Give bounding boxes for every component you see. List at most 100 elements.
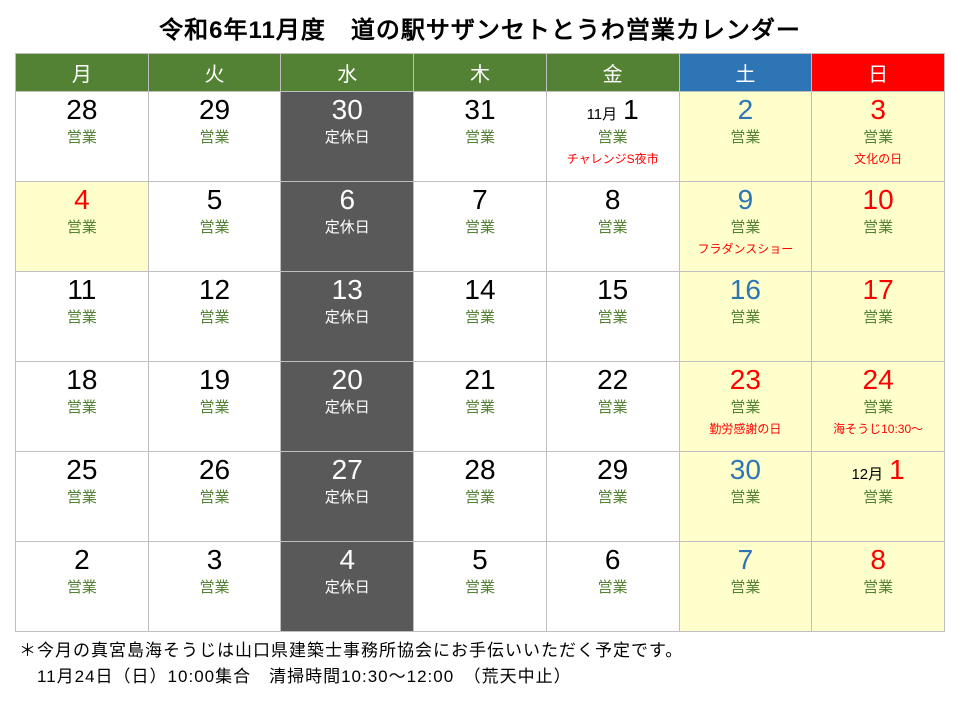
- calendar-cell: 2 営業: [16, 542, 149, 632]
- calendar-cell: 30 定休日: [281, 92, 414, 182]
- status-label: 営業: [465, 220, 495, 235]
- footer-line-1: ＊今月の真宮島海そうじは山口県建築士事務所協会にお手伝いいただく予定です。: [19, 638, 945, 664]
- status-label: 営業: [598, 310, 628, 325]
- day-number: 19: [199, 366, 230, 394]
- weekday-header: 木: [414, 54, 547, 92]
- status-label: 営業: [863, 220, 893, 235]
- calendar-cell: 4定休日: [281, 542, 414, 632]
- day-number: 17: [863, 276, 894, 304]
- calendar-cell: 31 営業: [414, 92, 547, 182]
- calendar-cell: 19 営業: [148, 362, 281, 452]
- day-number: 29: [199, 96, 230, 124]
- status-label: 営業: [598, 130, 628, 145]
- event-note: 海そうじ10:30～: [833, 423, 923, 436]
- status-label: 定休日: [325, 490, 370, 505]
- calendar-cell: 29営業: [546, 452, 679, 542]
- calendar-title: 令和6年11月度 道の駅サザンセトとうわ営業カレンダー: [15, 10, 945, 45]
- status-label: 営業: [730, 580, 760, 595]
- calendar-cell: 8営業: [546, 182, 679, 272]
- day-number: 1: [889, 456, 905, 484]
- status-label: 定休日: [325, 130, 370, 145]
- status-label: 営業: [67, 220, 97, 235]
- day-number: 30: [332, 96, 363, 124]
- status-label: 営業: [730, 310, 760, 325]
- day-number: 31: [464, 96, 495, 124]
- status-label: 営業: [200, 400, 230, 415]
- day-number: 20: [332, 366, 363, 394]
- status-label: 営業: [465, 580, 495, 595]
- calendar-cell: 7営業: [679, 542, 812, 632]
- weekday-header: 月: [16, 54, 149, 92]
- day-number: 16: [730, 276, 761, 304]
- calendar-cell: 2 営業: [679, 92, 812, 182]
- status-label: 営業: [598, 220, 628, 235]
- status-label: 営業: [598, 400, 628, 415]
- day-number: 11: [67, 276, 96, 304]
- status-label: 営業: [67, 580, 97, 595]
- calendar-cell: 28営業: [414, 452, 547, 542]
- status-label: 営業: [465, 400, 495, 415]
- day-number: 2: [74, 546, 90, 574]
- day-number: 26: [199, 456, 230, 484]
- calendar-cell: 18 営業: [16, 362, 149, 452]
- day-number: 14: [464, 276, 495, 304]
- calendar-cell: 20 定休日: [281, 362, 414, 452]
- calendar-cell: 5営業: [148, 182, 281, 272]
- day-number: 6: [339, 186, 355, 214]
- status-label: 定休日: [325, 220, 370, 235]
- calendar-cell: 28営業: [16, 92, 149, 182]
- event-note: 文化の日: [854, 153, 902, 166]
- status-label: 営業: [730, 400, 760, 415]
- month-label: 11月: [587, 107, 618, 122]
- weekday-header: 金: [546, 54, 679, 92]
- calendar-cell: 13定休日: [281, 272, 414, 362]
- day-number: 3: [870, 96, 886, 124]
- calendar-cell: 29営業: [148, 92, 281, 182]
- day-number: 1: [623, 96, 639, 124]
- day-number: 7: [472, 186, 488, 214]
- status-label: 営業: [730, 490, 760, 505]
- footer-line-2: 11月24日（日）10:00集合 清掃時間10:30～12:00 （荒天中止）: [19, 664, 945, 690]
- calendar-cell: 11月 1 営業チャレンジS夜市: [546, 92, 679, 182]
- status-label: 定休日: [325, 400, 370, 415]
- weekday-header: 日: [812, 54, 945, 92]
- day-number: 23: [730, 366, 761, 394]
- footer-note: ＊今月の真宮島海そうじは山口県建築士事務所協会にお手伝いいただく予定です。 11…: [15, 638, 945, 689]
- calendar-cell: 3営業: [148, 542, 281, 632]
- day-number: 12: [199, 276, 230, 304]
- calendar-cell: 8営業: [812, 542, 945, 632]
- status-label: 営業: [465, 130, 495, 145]
- day-number: 22: [597, 366, 628, 394]
- weekday-header: 火: [148, 54, 281, 92]
- day-number: 6: [605, 546, 621, 574]
- calendar-cell: 21営業: [414, 362, 547, 452]
- day-number: 27: [332, 456, 363, 484]
- day-number: 2: [738, 96, 754, 124]
- calendar-cell: 25営業: [16, 452, 149, 542]
- day-number: 5: [207, 186, 223, 214]
- status-label: 営業: [465, 310, 495, 325]
- event-note: チャレンジS夜市: [567, 153, 659, 166]
- calendar-table: 月火水木金土日 28営業29営業30定休日31営業11月1営業チャレンジS夜市2…: [15, 53, 945, 632]
- status-label: 定休日: [325, 580, 370, 595]
- status-label: 営業: [863, 400, 893, 415]
- status-label: 営業: [730, 130, 760, 145]
- day-number: 18: [66, 366, 97, 394]
- calendar-cell: 10営業: [812, 182, 945, 272]
- calendar-cell: 23営業勤労感謝の日: [679, 362, 812, 452]
- calendar-cell: 4営業: [16, 182, 149, 272]
- calendar-cell: 17営業: [812, 272, 945, 362]
- status-label: 営業: [67, 400, 97, 415]
- day-number: 5: [472, 546, 488, 574]
- calendar-cell: 9営業フラダンスショー: [679, 182, 812, 272]
- calendar-cell: 14 営業: [414, 272, 547, 362]
- day-number: 28: [464, 456, 495, 484]
- status-label: 営業: [67, 310, 97, 325]
- status-label: 営業: [200, 310, 230, 325]
- calendar-cell: 5 営業: [414, 542, 547, 632]
- status-label: 営業: [598, 580, 628, 595]
- day-number: 9: [738, 186, 754, 214]
- status-label: 営業: [730, 220, 760, 235]
- status-label: 営業: [863, 580, 893, 595]
- day-number: 3: [207, 546, 223, 574]
